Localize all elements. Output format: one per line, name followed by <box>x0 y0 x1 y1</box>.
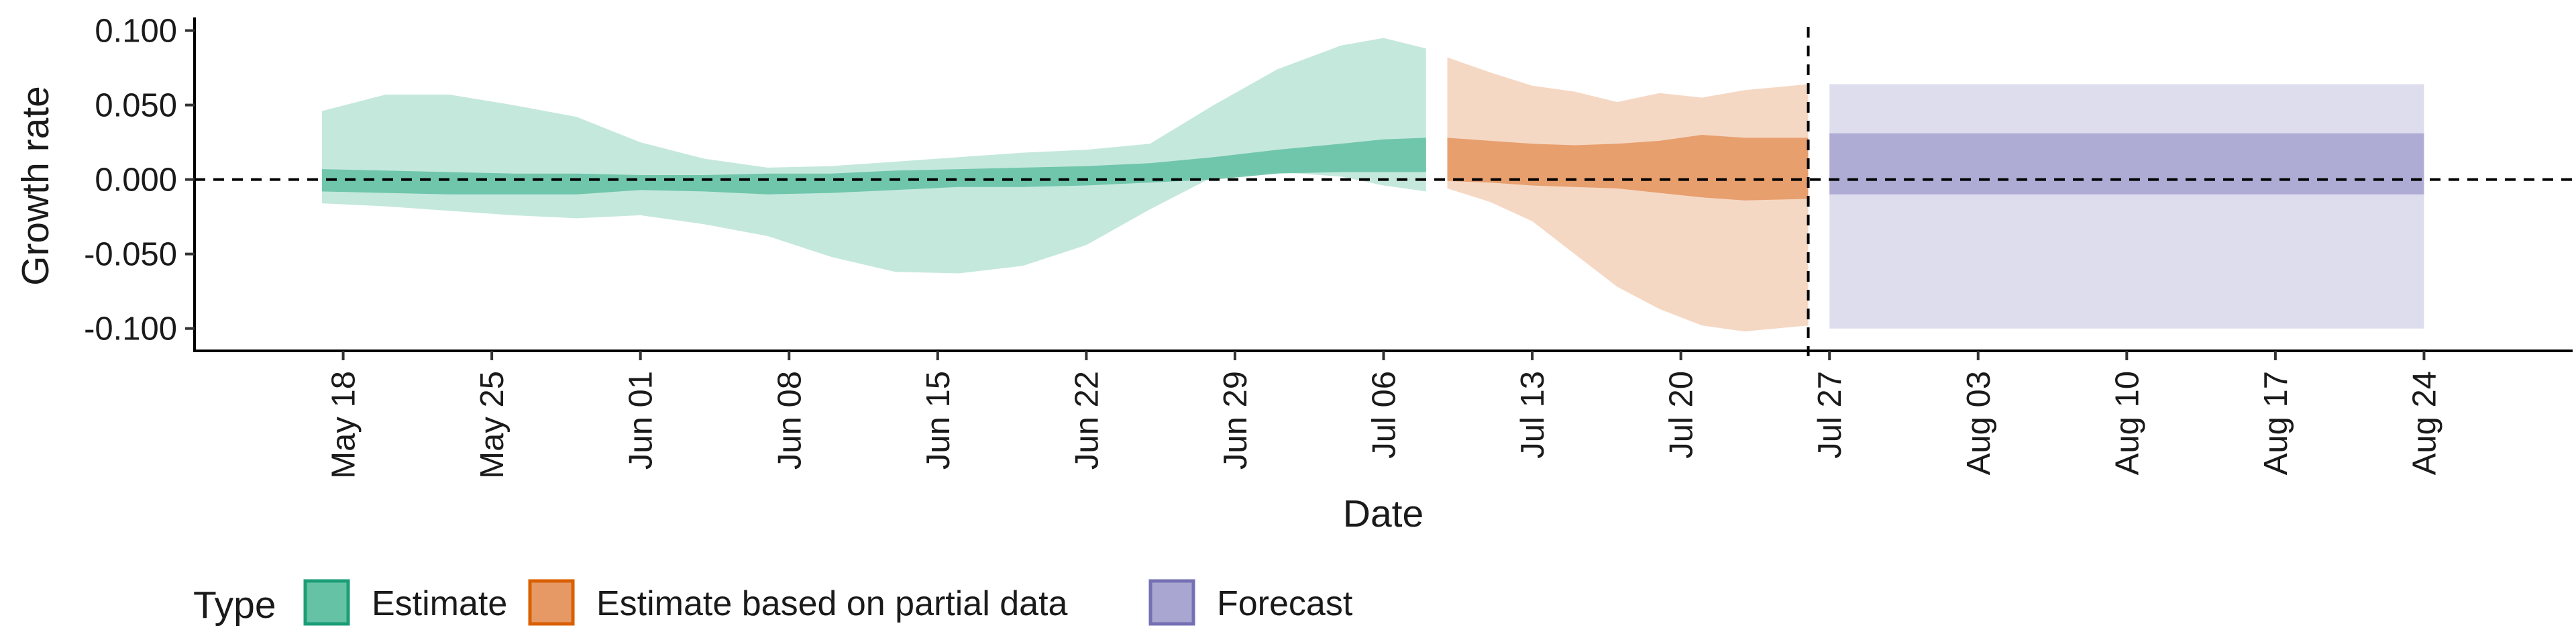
x-axis-title: Date <box>1343 492 1424 535</box>
legend: Type Estimate Estimate based on partial d… <box>193 579 1353 627</box>
x-tick-label: Jul 13 <box>1515 371 1551 459</box>
x-tick-label: Jun 15 <box>920 371 957 470</box>
y-tick-label: 0.100 <box>95 13 177 50</box>
reference-lines <box>195 27 2573 356</box>
legend-swatch <box>1148 579 1195 626</box>
legend-swatch <box>303 579 350 626</box>
x-tick-label: Jul 06 <box>1366 371 1403 459</box>
x-tick-label: Aug 10 <box>2109 371 2145 475</box>
x-tick-label: Jun 22 <box>1069 371 1105 470</box>
forecast-band-90 <box>1829 84 2424 329</box>
ticks: 0.100 0.050 0.000 -0.050 -0.100 May 18 May 25 J… <box>84 13 2443 479</box>
x-tick-label: Jun 29 <box>1218 371 1254 470</box>
x-tick-label: Jun 01 <box>623 371 659 470</box>
y-tick-label: 0.000 <box>95 162 177 199</box>
x-tick-label: Jul 27 <box>1812 371 1848 459</box>
x-tick-label: May 18 <box>326 371 362 479</box>
x-tick-label: May 25 <box>474 371 511 479</box>
y-tick-label: -0.050 <box>84 237 177 273</box>
y-tick-label: -0.100 <box>84 311 177 347</box>
legend-item-label: Estimate <box>372 584 507 623</box>
estimate-based-on-partial-data-band-50 <box>1447 135 1809 201</box>
forecast-band-50 <box>1829 133 2424 195</box>
estimate-based-on-partial-data-band-90 <box>1447 57 1809 332</box>
x-tick-label: Aug 24 <box>2406 371 2443 475</box>
legend-item-label: Estimate based on partial data <box>596 584 1068 623</box>
x-tick-label: Jun 08 <box>771 371 808 470</box>
series-bands <box>321 38 2424 332</box>
legend-item-label: Forecast <box>1217 584 1353 623</box>
legend-swatch <box>528 579 575 626</box>
x-tick-label: Jul 20 <box>1664 371 1700 459</box>
estimate-band-90 <box>321 38 1426 274</box>
y-tick-label: 0.050 <box>95 88 177 124</box>
x-tick-label: Aug 17 <box>2258 371 2294 475</box>
x-tick-label: Aug 03 <box>1961 371 1997 475</box>
legend-title: Type <box>193 584 276 627</box>
y-axis-title: Growth rate <box>14 86 57 286</box>
